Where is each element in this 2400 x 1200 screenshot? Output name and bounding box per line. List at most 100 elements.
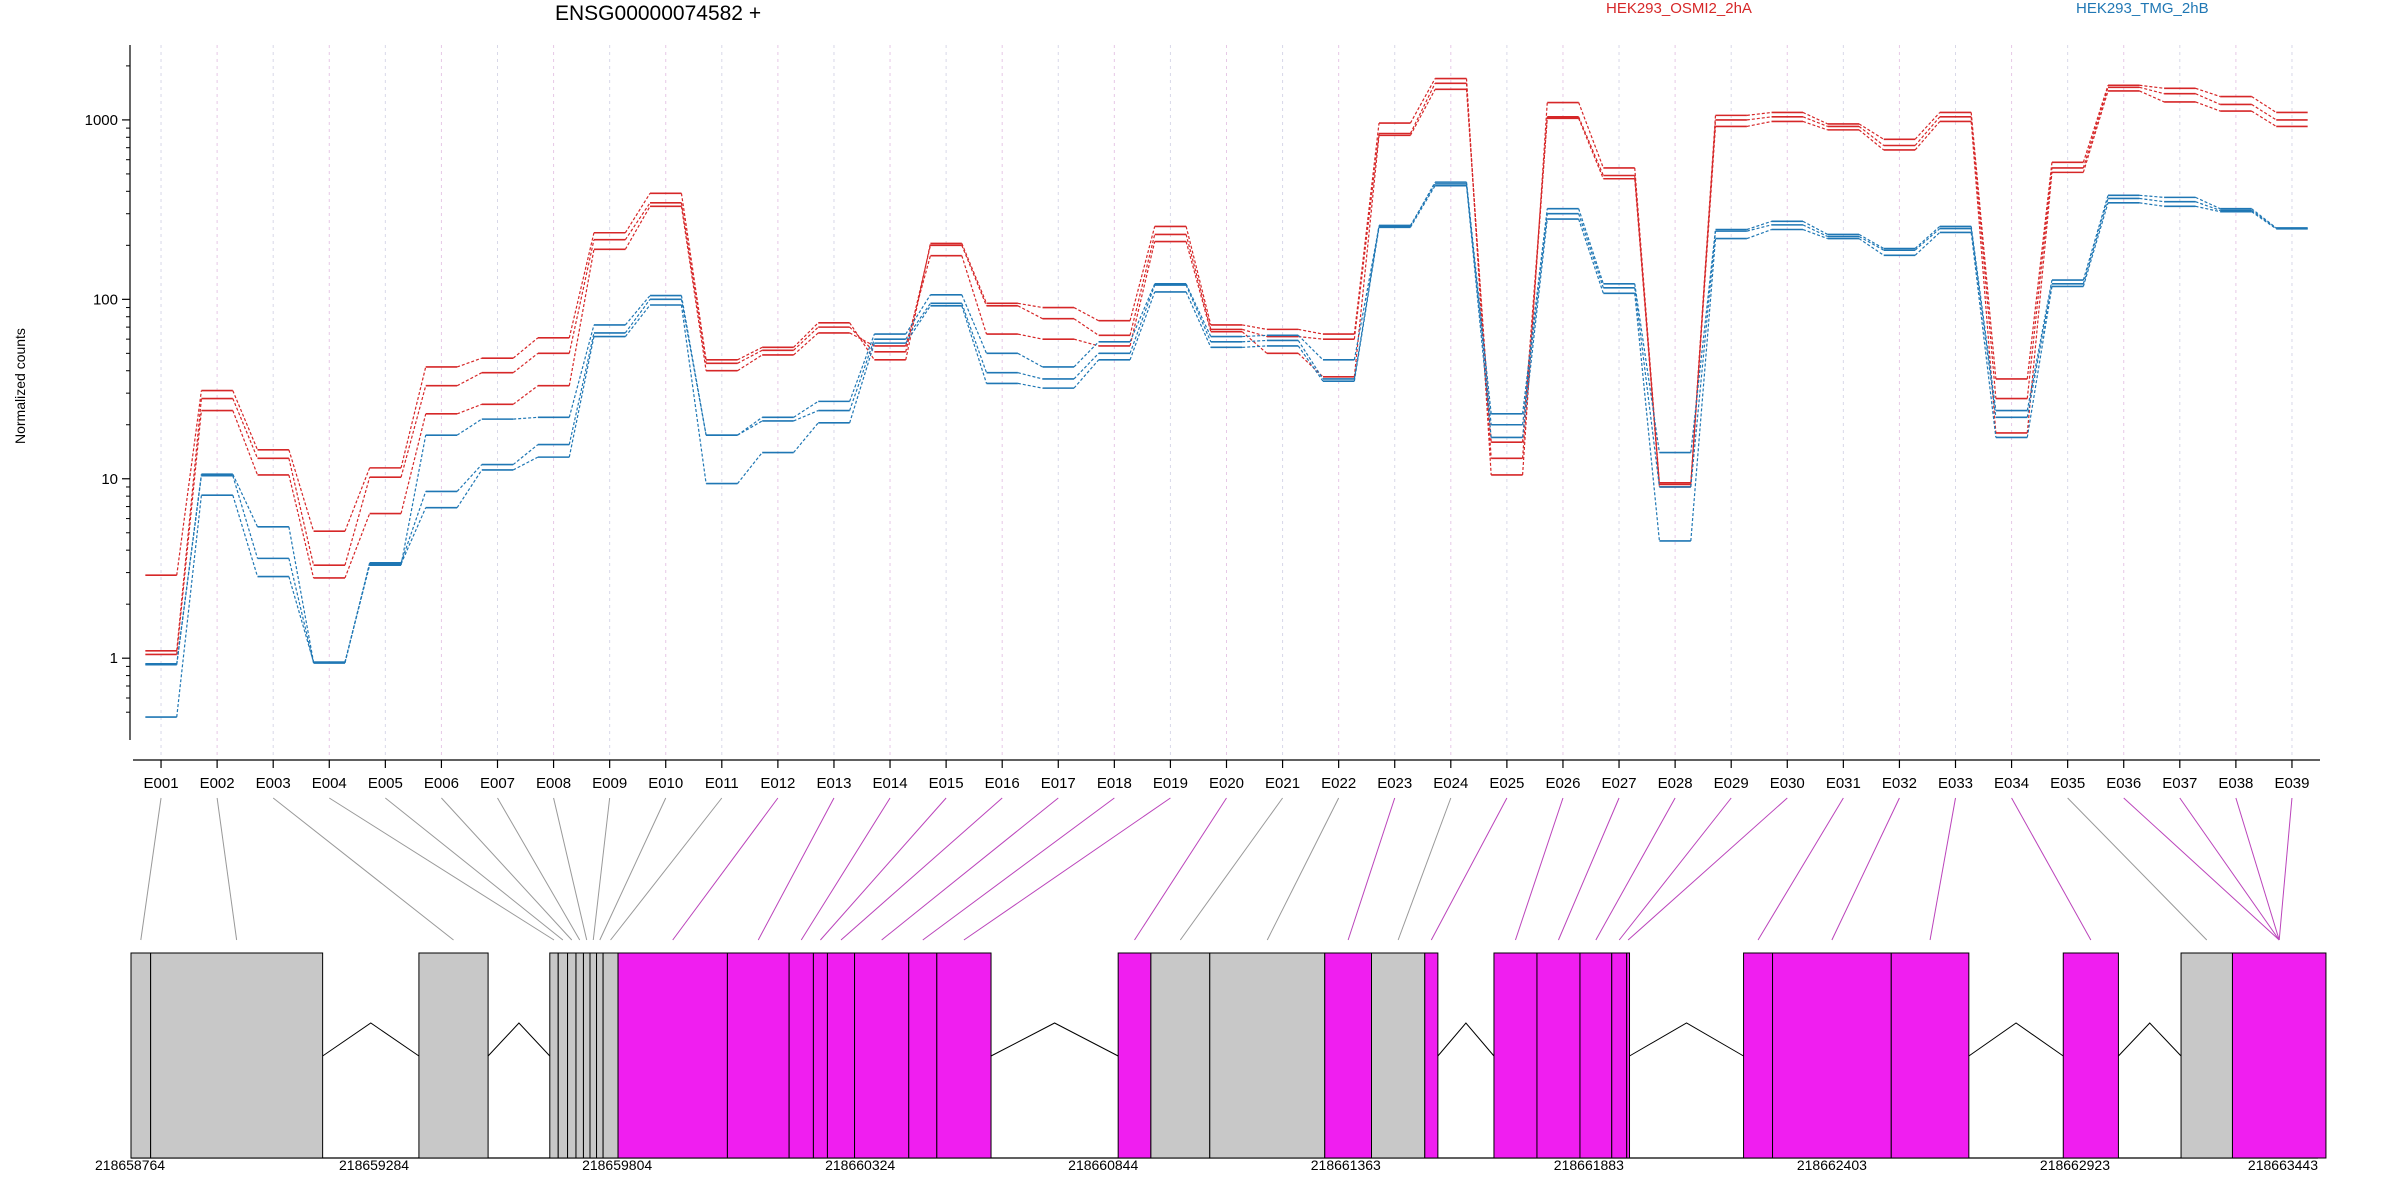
gridlines xyxy=(160,45,2293,760)
series-link xyxy=(1746,220,1772,231)
x-tick-label: E017 xyxy=(1041,775,1076,792)
exon-connector xyxy=(1757,797,1844,941)
series-link xyxy=(680,202,707,364)
series-link xyxy=(1129,284,1156,354)
exon-connector xyxy=(272,797,454,941)
exon-block xyxy=(557,952,569,1159)
exon-connector xyxy=(592,797,611,941)
x-tick-label: E014 xyxy=(873,775,908,792)
series-link xyxy=(2251,211,2277,230)
exon-connector xyxy=(1929,797,1956,941)
series-link xyxy=(1858,125,1885,146)
exon-connector xyxy=(441,797,573,941)
series-link xyxy=(568,232,595,338)
intron xyxy=(487,1022,551,1057)
x-tick-label: E026 xyxy=(1545,775,1580,792)
intron xyxy=(1629,1022,1744,1057)
series-link xyxy=(1465,89,1492,443)
series-link xyxy=(2026,283,2053,418)
series-link xyxy=(1858,233,1885,250)
x-tick-label: E018 xyxy=(1097,775,1132,792)
series-link xyxy=(905,245,931,352)
exon-connector xyxy=(1179,797,1283,941)
exon-connector xyxy=(329,797,555,941)
series-link xyxy=(961,255,988,335)
series-link xyxy=(1353,225,1380,380)
exon-connector xyxy=(599,797,667,941)
exon-block xyxy=(2231,952,2327,1159)
series-link xyxy=(1914,228,1941,251)
x-tick-label: E036 xyxy=(2106,775,2141,792)
series-link xyxy=(2251,110,2277,127)
series-0 xyxy=(145,77,2308,577)
series-link xyxy=(1465,185,1492,438)
series-link xyxy=(2026,162,2053,380)
series-link xyxy=(1970,228,1997,418)
exon-connector xyxy=(820,797,947,941)
series-link xyxy=(680,206,707,371)
exon-connector xyxy=(1397,797,1452,941)
series-link xyxy=(568,324,595,418)
series-link xyxy=(1129,226,1156,321)
series-link xyxy=(2082,90,2109,173)
exon-connector xyxy=(757,797,835,941)
exon-block xyxy=(549,952,559,1159)
exon-block xyxy=(1493,952,1538,1159)
series-link xyxy=(2251,208,2277,229)
series-link xyxy=(2139,202,2165,207)
series-link xyxy=(849,342,875,424)
series-link xyxy=(793,332,819,356)
series-link xyxy=(1802,228,1828,240)
y-tick-label: 100 xyxy=(93,291,118,308)
series-link xyxy=(1802,111,1828,125)
series-link xyxy=(1858,129,1885,151)
series-link xyxy=(288,558,315,664)
exon-connector xyxy=(497,797,581,941)
series-link xyxy=(1914,121,1941,151)
series-link xyxy=(1242,334,1267,338)
series-link xyxy=(1017,352,1043,368)
series-link xyxy=(400,435,427,566)
x-tick-label: E028 xyxy=(1658,775,1693,792)
series-link xyxy=(1465,182,1492,414)
x-tick-label: E023 xyxy=(1377,775,1412,792)
exon-block xyxy=(617,952,728,1159)
series-link xyxy=(1129,283,1156,343)
exon-block xyxy=(130,952,152,1159)
series-link xyxy=(456,418,483,436)
series-link xyxy=(2026,167,2053,399)
series-link xyxy=(456,469,483,509)
series-link xyxy=(1073,359,1100,389)
exon-block xyxy=(589,952,598,1159)
exon-block xyxy=(575,952,584,1159)
exon-connector xyxy=(140,797,162,941)
series-link xyxy=(1353,123,1380,335)
series-link xyxy=(1409,181,1436,227)
exon-connectors xyxy=(140,797,2293,941)
coordinate-label: 218658764 xyxy=(95,1157,165,1173)
series-link xyxy=(1802,224,1828,238)
exon-connector xyxy=(2179,797,2280,941)
exon-block xyxy=(1743,952,1774,1159)
series-link xyxy=(1970,232,1997,438)
series-link xyxy=(1297,340,1324,380)
series-link xyxy=(793,326,819,351)
series-link xyxy=(849,326,875,353)
series-link xyxy=(2195,93,2221,105)
x-tick-label: E021 xyxy=(1265,775,1300,792)
series-link xyxy=(288,474,315,579)
x-tick-label: E005 xyxy=(368,775,403,792)
series-link xyxy=(2195,101,2221,112)
series-link xyxy=(793,422,819,453)
coordinate-label: 218660844 xyxy=(1068,1157,1138,1173)
exon-block xyxy=(908,952,938,1159)
exon-block xyxy=(1626,952,1631,1159)
exon-connector xyxy=(1627,797,1788,941)
exon-block xyxy=(2180,952,2233,1159)
series-link xyxy=(2139,197,2165,203)
series-link xyxy=(624,295,651,326)
series-link xyxy=(232,398,259,459)
series-link xyxy=(2026,172,2053,434)
series-link xyxy=(1129,241,1156,347)
x-tick-label: E004 xyxy=(312,775,347,792)
